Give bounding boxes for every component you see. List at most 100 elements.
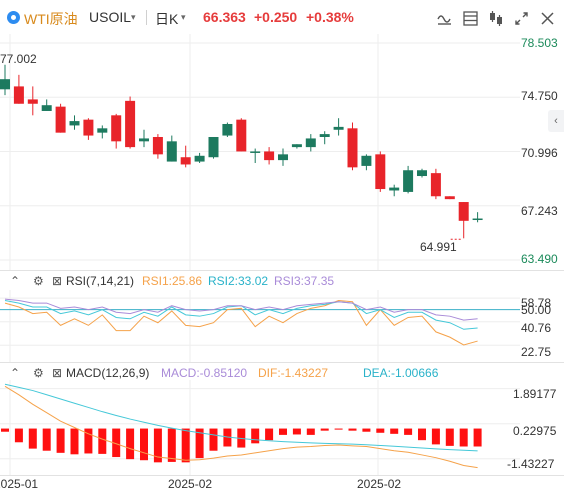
macd-histogram-bar xyxy=(181,428,190,463)
candle-body xyxy=(41,105,52,111)
indicator-icon[interactable] xyxy=(436,10,453,27)
collapse-side-panel-button[interactable]: ‹ xyxy=(548,110,564,132)
macd-histogram-bar xyxy=(98,428,107,454)
symbol-name[interactable]: WTI原油 xyxy=(24,11,78,27)
macd-histogram-bar xyxy=(320,428,329,431)
drawing-icon[interactable] xyxy=(487,10,504,27)
macd-histogram-bar xyxy=(445,428,454,446)
macd-histogram-bar xyxy=(306,428,315,435)
rsi1-value: RSI1:25.86 xyxy=(142,274,203,288)
macd-histogram-bar xyxy=(126,428,135,460)
macd-histogram-bar xyxy=(14,428,23,443)
macd-histogram-bar xyxy=(418,428,426,441)
macd-histogram-bar xyxy=(292,428,301,435)
candle-body xyxy=(375,154,386,190)
candle-body xyxy=(389,187,400,191)
macd-histogram-bar xyxy=(251,428,260,444)
macd-title: MACD(12,26,9) xyxy=(66,366,150,380)
macd-histogram-bar xyxy=(209,428,218,451)
x-tick-label: 2025-01 xyxy=(0,477,39,491)
macd-histogram-bar xyxy=(362,428,371,432)
macd-histogram-bar xyxy=(348,428,357,431)
candle-body xyxy=(319,134,330,137)
x-tick-label: 2025-02 xyxy=(168,477,213,491)
rsi-ytick: 50.00 xyxy=(521,303,552,317)
candle-body xyxy=(222,123,233,136)
candle-body xyxy=(333,126,344,130)
macd-histogram-bar xyxy=(265,428,274,441)
x-tick-label: 2025-02 xyxy=(357,477,402,491)
candle-body xyxy=(278,154,288,161)
macd-histogram-bar xyxy=(167,428,176,462)
rsi-settings-icon[interactable]: ⚙ xyxy=(33,274,44,288)
macd-close-icon[interactable]: ⊠ xyxy=(52,366,63,380)
macd-series-line xyxy=(4,383,478,452)
header-divider xyxy=(146,10,147,25)
macd-header: ⌃ ⚙ ⊠ MACD(12,26,9) MACD:-0.85120 DIF:-1… xyxy=(0,363,520,383)
macd-histogram-bar xyxy=(376,428,385,433)
macd-histogram-bar xyxy=(279,428,287,435)
rsi2-value: RSI2:33.02 xyxy=(208,274,269,288)
macd-chart[interactable] xyxy=(0,380,520,475)
macd-histogram-bar xyxy=(112,428,121,458)
macd-value: MACD:-0.85120 xyxy=(161,366,248,380)
macd-histogram-bar xyxy=(473,428,482,447)
macd-histogram-bar xyxy=(195,428,204,459)
close-icon[interactable] xyxy=(539,10,556,27)
macd-settings-icon[interactable]: ⚙ xyxy=(33,366,44,380)
rsi-ytick: 40.76 xyxy=(521,321,552,335)
candle-body xyxy=(152,136,163,155)
high-annotation: 77.002 xyxy=(0,52,37,66)
macd-histogram-bar xyxy=(153,428,162,463)
macd-histogram-bar xyxy=(42,428,51,451)
rsi-close-icon[interactable]: ⊠ xyxy=(52,274,63,288)
price-ytick: 63.490 xyxy=(521,252,558,266)
hide-macd-icon[interactable]: ⌃ xyxy=(10,366,21,380)
macd-histogram-bar xyxy=(223,428,232,447)
rsi-series-line xyxy=(4,299,478,346)
rsi-chart[interactable] xyxy=(0,290,520,362)
candle-body xyxy=(305,138,316,148)
candle-body xyxy=(417,170,427,177)
price-change-percent: +0.38% xyxy=(306,9,354,25)
symbol-dropdown-caret-icon[interactable]: ▾ xyxy=(131,12,136,22)
rsi-series-line xyxy=(4,299,478,330)
period-dropdown-caret-icon[interactable]: ▾ xyxy=(181,12,186,22)
quote-header: WTI原油 USOIL ▾ 日K ▾ 66.363 +0.250 +0.38% xyxy=(0,0,564,34)
candle-body xyxy=(139,138,149,142)
macd-histogram-bar xyxy=(1,428,9,432)
hide-rsi-icon[interactable]: ⌃ xyxy=(10,274,21,288)
macd-histogram-bar xyxy=(390,428,399,434)
candle-body xyxy=(180,157,191,165)
candle-body xyxy=(458,202,469,221)
macd-series-line xyxy=(4,385,478,469)
macd-histogram-bar xyxy=(56,428,65,453)
rsi-series-line xyxy=(4,298,478,321)
rsi3-value: RSI3:37.35 xyxy=(274,274,335,288)
candle-body xyxy=(83,119,94,136)
rsi-title: RSI(7,14,21) xyxy=(66,274,135,288)
macd-ytick: 1.89177 xyxy=(513,387,557,401)
candle-body xyxy=(27,99,38,104)
candle-body xyxy=(430,173,441,197)
instrument-logo-icon xyxy=(7,11,20,24)
price-chart[interactable] xyxy=(0,34,564,270)
macd-histogram-bar xyxy=(84,428,93,454)
symbol-code[interactable]: USOIL xyxy=(89,9,132,25)
macd-histogram-bar xyxy=(28,428,37,449)
layout-icon[interactable] xyxy=(462,10,479,27)
pane-divider xyxy=(0,362,564,363)
candle-body xyxy=(472,218,483,221)
fullscreen-icon[interactable] xyxy=(513,10,530,27)
price-ytick: 67.243 xyxy=(521,204,558,218)
rsi-ytick: 22.75 xyxy=(521,345,552,359)
candle-body xyxy=(111,115,122,142)
candle-body xyxy=(361,155,372,166)
macd-histogram-bar xyxy=(459,428,468,447)
candle-body xyxy=(208,136,219,158)
candle-body xyxy=(125,100,136,148)
period-selector[interactable]: 日K xyxy=(155,11,179,27)
pane-divider xyxy=(0,270,564,271)
macd-histogram-bar xyxy=(334,428,343,430)
dif-value: DIF:-1.43227 xyxy=(258,366,329,380)
